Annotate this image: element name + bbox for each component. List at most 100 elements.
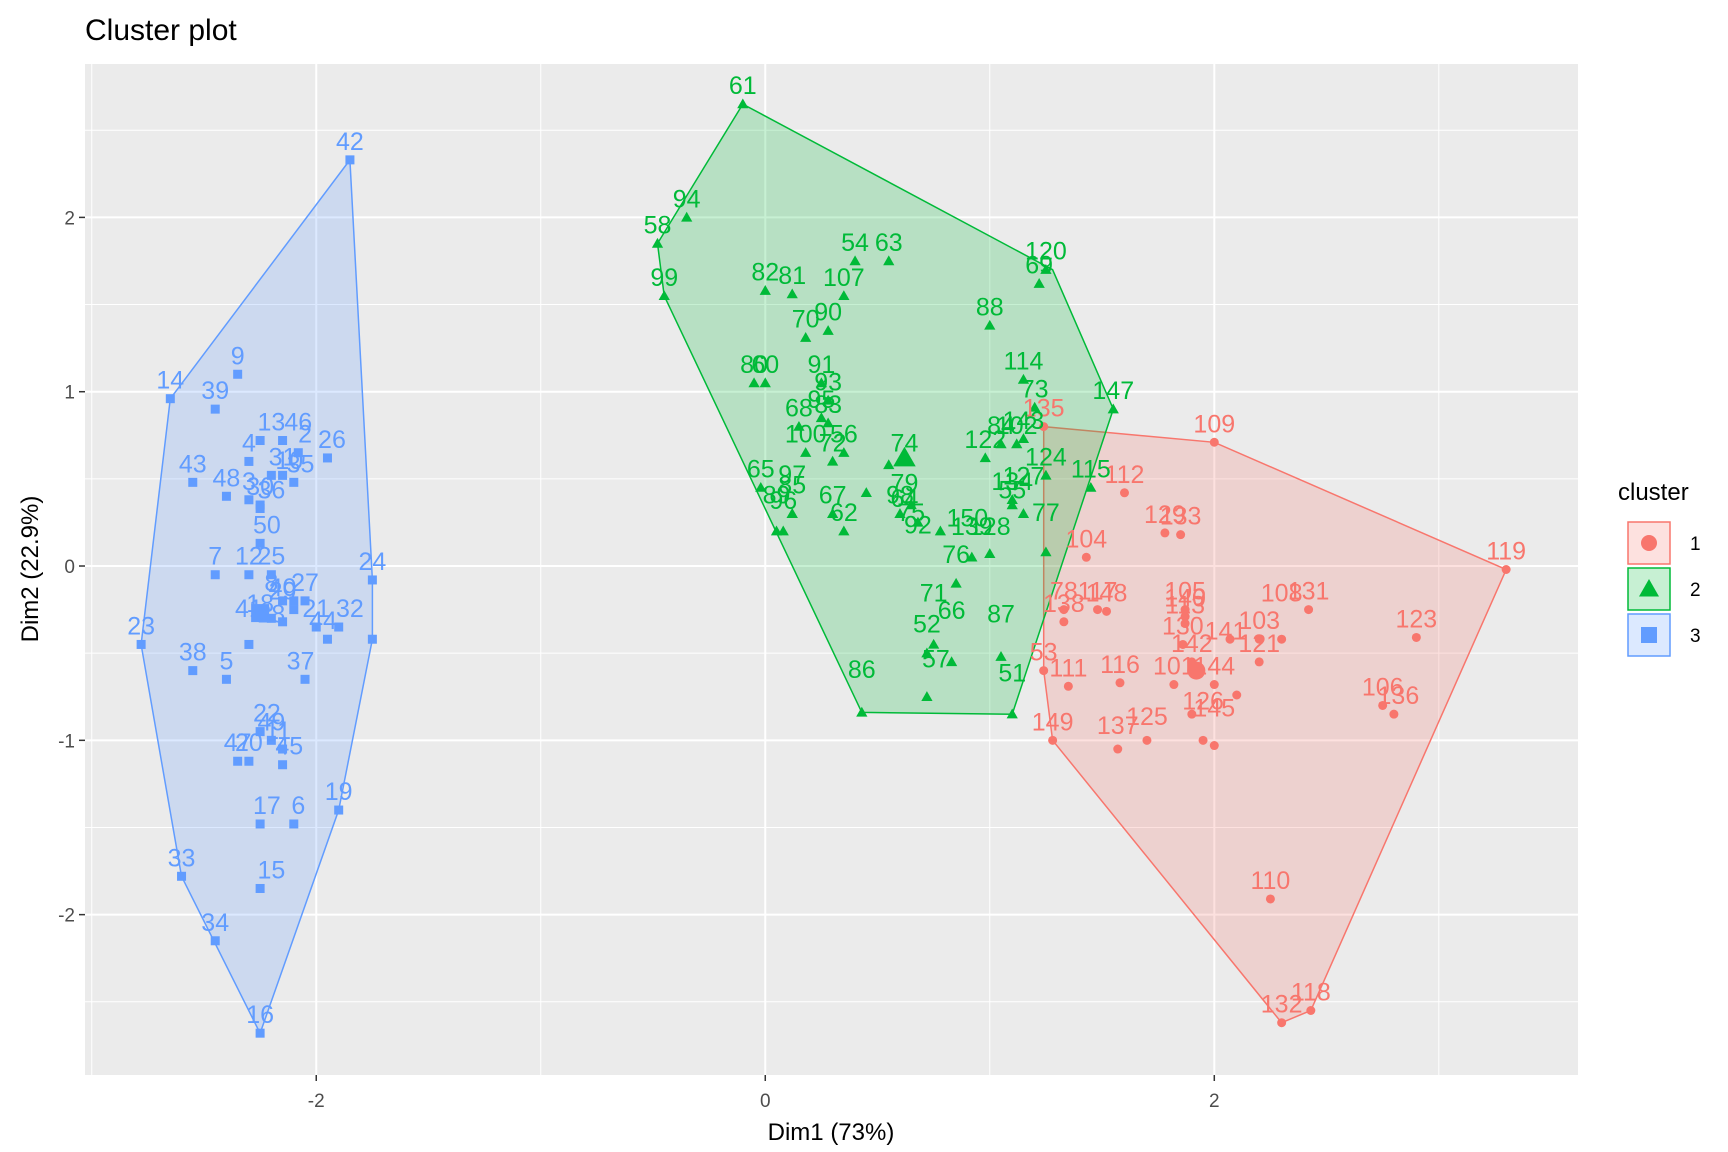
cluster-3-point-label: 9 (231, 342, 245, 370)
cluster-3-point-label: 42 (336, 128, 364, 156)
cluster-2-point-label: 81 (778, 262, 806, 290)
cluster-2-point-label: 122 (964, 426, 1006, 454)
cluster-3-point-label: 45 (275, 733, 303, 761)
cluster-2-point (838, 290, 850, 301)
cluster-1-point (1501, 565, 1511, 574)
cluster-3-point (266, 570, 276, 580)
cluster-2-point-label: 97 (778, 461, 806, 489)
cluster-1-point (1119, 488, 1129, 498)
cluster-2-point (800, 332, 812, 342)
cluster-2-point-label: 76 (942, 541, 970, 569)
cluster-3-point (136, 639, 146, 649)
cluster-1-point (1063, 681, 1073, 691)
cluster-2-point-label: 98 (886, 482, 914, 510)
cluster-3-point-label: 38 (179, 639, 207, 667)
cluster-1-point-label: 133 (1160, 503, 1202, 531)
cluster-3-point (188, 666, 198, 676)
cluster-1-point-label: 138 (1043, 590, 1085, 618)
cluster-2-point (815, 377, 828, 388)
cluster-3-point-label: 14 (156, 367, 184, 395)
cluster-3-point-label: 22 (253, 700, 281, 728)
cluster-2-hull (656, 103, 1115, 715)
cluster-2-point-label: 72 (819, 429, 847, 457)
grid-lines (85, 64, 1578, 1075)
cluster-2-point-label: 86 (848, 656, 876, 684)
cluster-3-centroid (251, 604, 270, 623)
cluster-1-point (1176, 530, 1186, 540)
cluster-1-point-label: 132 (1261, 991, 1303, 1019)
cluster-3-point-label: 16 (246, 1001, 274, 1029)
cluster-3-point-label: 50 (253, 511, 281, 539)
cluster-1-point-label: 125 (1126, 703, 1168, 731)
cluster-1-point (1048, 735, 1058, 745)
cluster-2-point-label: 56 (830, 421, 858, 449)
cluster-2-point-label: 95 (807, 386, 835, 414)
cluster-3-point-label: 12 (235, 543, 263, 571)
y-tick-label: 0 (64, 557, 75, 578)
cluster-3-point-label: 7 (208, 543, 222, 571)
cluster-2-point (950, 577, 962, 588)
cluster-centroids (251, 446, 1206, 680)
cluster-1-point (1411, 632, 1421, 642)
cluster-3-point-label: 10 (275, 447, 303, 475)
cluster-1-point-label: 112 (1105, 461, 1145, 489)
cluster-1-point-label: 149 (1032, 708, 1074, 736)
cluster-2-point (748, 377, 760, 388)
cluster-2-point-label: 60 (751, 351, 779, 379)
cluster-3-point-label: 32 (336, 595, 364, 623)
plot-panel (85, 64, 1578, 1075)
cluster-1-point-label: 141 (1205, 618, 1247, 646)
cluster-3-point (244, 570, 254, 580)
cluster-1-point-label: 123 (1395, 605, 1437, 633)
cluster-3-point (221, 674, 231, 684)
cluster-1-point (1178, 639, 1188, 649)
cluster-1-point (1039, 422, 1049, 432)
cluster-1-point (1187, 709, 1197, 719)
cluster-3-point-label: 2 (298, 421, 312, 449)
cluster-2-point (1107, 403, 1119, 414)
cluster-2-point (995, 651, 1007, 661)
cluster-2-point-label: 82 (751, 259, 779, 287)
cluster-2-point-label: 102 (996, 412, 1038, 440)
cluster-3-point (255, 436, 265, 446)
cluster-1-point-label: 131 (1288, 578, 1330, 606)
cluster-1-point-label: 137 (1097, 712, 1139, 740)
cluster-3-point (255, 819, 265, 829)
cluster-3-point-label: 43 (179, 450, 207, 478)
cluster-2-point-label: 127 (1003, 463, 1045, 491)
cluster-3-point (278, 760, 288, 770)
cluster-3-point (300, 596, 310, 606)
cluster-2-point (651, 237, 664, 248)
cluster-2-point-label: 150 (946, 504, 988, 532)
cluster-3-point-label: 8 (264, 569, 278, 597)
cluster-1-point (1254, 657, 1264, 667)
cluster-3-point-label: 15 (257, 856, 285, 884)
cluster-2-point (793, 420, 805, 431)
cluster-2-point-label: 91 (807, 351, 835, 379)
cluster-1-hull (1042, 425, 1508, 1024)
cluster-2-point-label: 70 (792, 306, 820, 334)
cluster-2-point-label: 100 (785, 421, 827, 449)
cluster-1-centroid (1187, 661, 1206, 680)
cluster-2-point (1017, 508, 1030, 518)
cluster-3-point-label: 21 (302, 595, 330, 623)
cluster-2-point-label: 89 (763, 482, 791, 510)
cluster-1-point (1209, 741, 1219, 751)
cluster-2-point (921, 647, 933, 658)
cluster-2-point (681, 211, 693, 222)
cluster-1-point-label: 53 (1030, 639, 1058, 667)
cluster-3-point (255, 503, 265, 513)
cluster-2-point-label: 90 (814, 299, 842, 327)
cluster-3-point (322, 453, 332, 463)
cluster-2-point (995, 438, 1007, 449)
cluster-2-point-label: 114 (1004, 348, 1044, 376)
cluster-2-point (786, 508, 798, 518)
cluster-1-point (1039, 666, 1049, 676)
cluster-3-point (367, 634, 377, 644)
cluster-2-point (737, 98, 749, 109)
cluster-1-point-label: 106 (1362, 673, 1404, 701)
cluster-2-point (883, 459, 895, 470)
cluster-2-point (934, 525, 947, 536)
cluster-3-point (266, 470, 276, 480)
